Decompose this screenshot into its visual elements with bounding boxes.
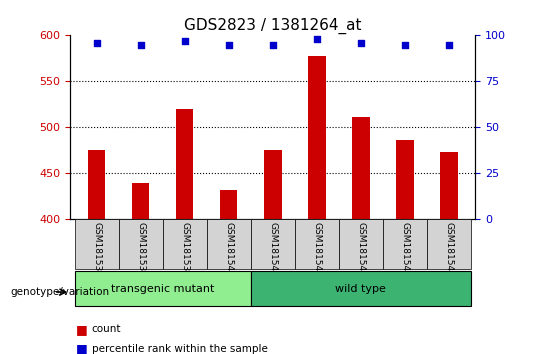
- Bar: [440, 152, 457, 219]
- Text: ■: ■: [76, 323, 87, 336]
- Text: GSM181542: GSM181542: [312, 222, 321, 277]
- Point: [136, 42, 145, 47]
- Bar: [264, 149, 281, 219]
- Point: [180, 38, 189, 44]
- FancyBboxPatch shape: [163, 219, 207, 269]
- Bar: [132, 183, 150, 219]
- Text: GSM181540: GSM181540: [224, 222, 233, 277]
- Text: GSM181541: GSM181541: [268, 222, 277, 277]
- Bar: [220, 190, 238, 219]
- Bar: [396, 140, 414, 219]
- Point: [92, 40, 101, 46]
- FancyBboxPatch shape: [427, 219, 471, 269]
- Point: [401, 42, 409, 47]
- Text: GSM181537: GSM181537: [92, 222, 101, 277]
- FancyBboxPatch shape: [75, 219, 119, 269]
- FancyBboxPatch shape: [207, 219, 251, 269]
- Text: wild type: wild type: [335, 284, 386, 293]
- Point: [313, 36, 321, 42]
- Text: GSM181545: GSM181545: [444, 222, 453, 277]
- Text: ■: ■: [76, 342, 87, 354]
- FancyBboxPatch shape: [251, 219, 295, 269]
- Bar: [88, 150, 105, 219]
- Point: [356, 40, 365, 46]
- Point: [268, 42, 277, 47]
- Text: GSM181544: GSM181544: [400, 222, 409, 277]
- FancyBboxPatch shape: [339, 219, 383, 269]
- FancyBboxPatch shape: [119, 219, 163, 269]
- FancyBboxPatch shape: [75, 271, 251, 306]
- Point: [444, 42, 453, 47]
- FancyBboxPatch shape: [251, 271, 471, 306]
- Text: GSM181538: GSM181538: [136, 222, 145, 277]
- Text: percentile rank within the sample: percentile rank within the sample: [92, 344, 268, 354]
- FancyBboxPatch shape: [295, 219, 339, 269]
- Text: genotype/variation: genotype/variation: [11, 287, 110, 297]
- Point: [224, 42, 233, 47]
- Bar: [176, 109, 193, 219]
- Bar: [308, 56, 326, 219]
- Text: transgenic mutant: transgenic mutant: [111, 284, 214, 293]
- Bar: [352, 117, 369, 219]
- Text: count: count: [92, 324, 122, 334]
- Title: GDS2823 / 1381264_at: GDS2823 / 1381264_at: [184, 18, 361, 34]
- Text: GSM181539: GSM181539: [180, 222, 189, 277]
- Text: GSM181543: GSM181543: [356, 222, 365, 277]
- FancyBboxPatch shape: [383, 219, 427, 269]
